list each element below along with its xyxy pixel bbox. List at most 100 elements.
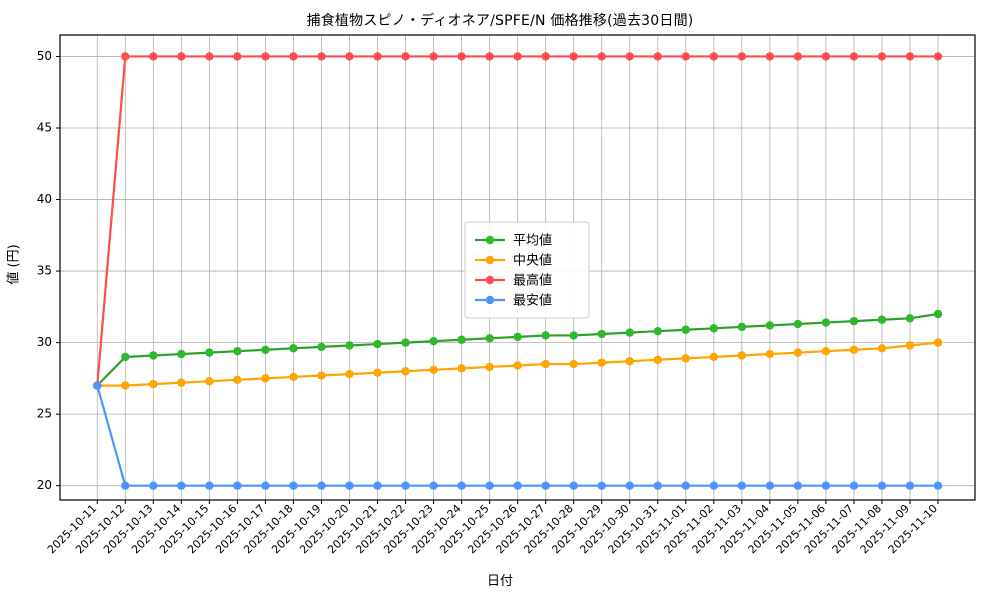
data-point-marker [625, 481, 634, 490]
x-axis-label: 日付 [486, 574, 513, 589]
data-point-marker [597, 52, 606, 61]
data-point-marker [569, 359, 578, 369]
data-point-marker [737, 351, 747, 360]
data-point-marker [149, 481, 158, 490]
legend-item-3[interactable]: 最高値 [475, 273, 552, 289]
data-point-marker [121, 352, 130, 362]
y-tick-label: 50 [37, 49, 52, 63]
data-point-marker [877, 481, 887, 490]
series-1 [93, 309, 943, 390]
legend-item-2[interactable]: 中央値 [475, 253, 552, 269]
data-point-marker [653, 52, 662, 61]
legend-swatch-marker [485, 295, 495, 305]
data-point-marker [765, 481, 775, 490]
data-point-marker [485, 481, 494, 490]
data-point-marker [933, 52, 943, 61]
series-4 [93, 381, 943, 490]
data-point-marker [709, 481, 719, 490]
data-point-marker [401, 481, 410, 490]
data-point-marker [233, 347, 242, 356]
plot-frame [59, 34, 976, 501]
legend-label: 中央値 [513, 253, 552, 269]
data-point-marker [541, 359, 550, 369]
data-point-marker [821, 347, 831, 356]
data-point-marker [289, 52, 298, 61]
data-point-marker [541, 331, 550, 340]
data-point-marker [177, 349, 186, 359]
data-point-marker [681, 354, 690, 363]
data-point-marker [849, 481, 859, 490]
data-point-marker [541, 52, 550, 61]
data-point-marker [933, 338, 943, 347]
data-point-marker [401, 338, 410, 347]
data-point-marker [345, 341, 354, 350]
y-tick-label: 20 [37, 478, 52, 492]
data-point-marker [457, 335, 466, 344]
data-point-marker [625, 328, 634, 337]
data-point-marker [877, 52, 887, 61]
data-point-marker [261, 345, 270, 354]
data-point-marker [149, 379, 158, 389]
legend-background [464, 221, 590, 319]
data-point-marker [345, 369, 354, 379]
data-point-marker [233, 52, 242, 61]
data-point-marker [345, 52, 354, 61]
data-point-marker [793, 52, 803, 61]
data-point-marker [821, 481, 831, 490]
data-point-marker [289, 481, 298, 490]
data-point-marker [373, 52, 382, 61]
data-point-marker [177, 378, 186, 387]
data-point-marker [513, 481, 522, 490]
data-point-marker [457, 481, 466, 490]
page-title: 捕食植物スピノ・ディオネア/SPFE/N 価格推移(過去30日間) [306, 13, 694, 29]
data-point-marker [205, 52, 214, 61]
y-tick-label: 35 [37, 264, 52, 278]
y-axis-ticks: 20 25 30 35 40 45 50 [37, 49, 60, 492]
data-point-marker [737, 322, 747, 332]
data-point-marker [737, 481, 747, 490]
data-point-marker [625, 52, 634, 61]
data-point-marker [737, 52, 747, 61]
data-point-marker [709, 324, 719, 333]
data-point-marker [205, 481, 214, 490]
data-point-marker [681, 481, 690, 490]
data-point-marker [905, 341, 915, 350]
data-point-marker [289, 372, 298, 382]
data-point-marker [177, 481, 186, 490]
legend-label: 最高値 [513, 273, 552, 289]
data-point-marker [513, 332, 522, 342]
data-point-marker [653, 326, 662, 336]
data-point-marker [821, 52, 831, 61]
data-point-marker [681, 325, 690, 334]
legend-label: 最安値 [513, 293, 552, 309]
data-point-marker [429, 481, 438, 490]
data-point-marker [485, 362, 494, 372]
data-point-marker [849, 52, 859, 61]
data-point-marker [261, 481, 270, 490]
y-tick-label: 45 [37, 121, 52, 135]
legend-item-1[interactable]: 平均値 [475, 233, 552, 249]
data-point-marker [149, 52, 158, 61]
data-point-marker [289, 344, 298, 353]
y-tick-label: 40 [37, 192, 52, 206]
data-point-marker [121, 52, 130, 61]
data-point-marker [373, 368, 382, 377]
data-point-marker [401, 367, 410, 376]
data-point-marker [765, 52, 775, 61]
data-point-marker [457, 52, 466, 61]
data-point-marker [205, 348, 214, 357]
data-point-marker [429, 336, 438, 346]
y-tick-label: 30 [37, 335, 52, 349]
data-point-marker [121, 381, 130, 390]
legend-swatch-marker [485, 255, 495, 265]
legend-item-4[interactable]: 最安値 [475, 293, 552, 309]
data-point-marker [345, 481, 354, 490]
data-point-marker [121, 481, 130, 490]
data-point-marker [933, 309, 943, 319]
data-point-marker [793, 319, 803, 329]
data-point-marker [849, 316, 859, 326]
data-point-marker [681, 52, 690, 61]
